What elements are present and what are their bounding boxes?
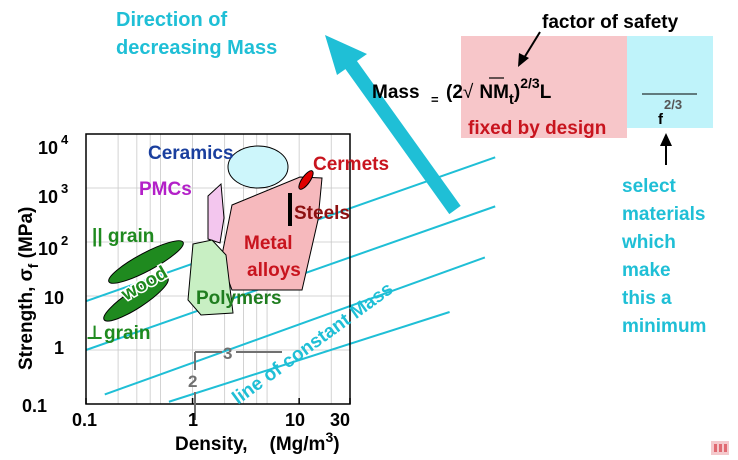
factor-of-safety-arrow bbox=[518, 31, 541, 67]
slope-triangle bbox=[194, 351, 282, 420]
steels-label: Steels bbox=[294, 203, 350, 224]
ceramics-label: Ceramics bbox=[148, 143, 234, 164]
x-axis-label: Density, (Mg/m3) bbox=[175, 429, 340, 455]
constant-mass-line bbox=[104, 256, 486, 396]
parallel-grain-label: || grain bbox=[92, 226, 154, 247]
wood-parallel-region bbox=[108, 240, 184, 284]
y-tick-labels: 0.1 1 10 10 2 10 3 10 4 bbox=[22, 132, 69, 416]
side-note-line: this a bbox=[622, 288, 672, 309]
side-note-line: select bbox=[622, 176, 677, 197]
y-axis-label: Strength, σf (MPa) bbox=[16, 207, 41, 370]
metal-alloys-label-line2: alloys bbox=[247, 260, 301, 281]
y-tick-label: 10 bbox=[38, 239, 58, 259]
x-tick-label: 1 bbox=[188, 410, 198, 430]
denominator-f: f bbox=[658, 111, 664, 128]
slope-rise-label: 2 bbox=[188, 372, 197, 391]
decreasing-mass-arrow bbox=[325, 35, 461, 215]
x-tick-labels: 0.1 1 10 30 bbox=[72, 410, 350, 430]
polymers-label: Polymers bbox=[196, 288, 282, 309]
steels-region bbox=[288, 193, 292, 226]
polymers-region bbox=[187, 239, 234, 316]
y-tick-label: 0.1 bbox=[22, 396, 47, 416]
formula-body: (2√ NMt)2/3L bbox=[446, 75, 552, 108]
fixed-by-design-box bbox=[461, 36, 627, 138]
fixed-by-design-label: fixed by design bbox=[468, 118, 606, 139]
side-note-line: make bbox=[622, 260, 671, 281]
constant-mass-line bbox=[168, 311, 450, 403]
x-tick-label: 10 bbox=[285, 410, 305, 430]
y-tick-exp: 4 bbox=[61, 132, 69, 147]
direction-label-line2: decreasing Mass bbox=[116, 37, 277, 59]
direction-label-line1: Direction of bbox=[116, 9, 227, 31]
y-tick-label: 10 bbox=[38, 187, 58, 207]
select-arrow bbox=[660, 133, 672, 165]
y-tick-exp: 3 bbox=[61, 181, 68, 196]
x-tick-label: 0.1 bbox=[72, 410, 97, 430]
perp-grain-label: grain bbox=[104, 323, 150, 344]
pmcs-region bbox=[207, 182, 225, 244]
y-tick-label: 10 bbox=[44, 288, 64, 308]
mass-formula: Mass bbox=[372, 82, 420, 103]
perp-grain-symbol: ⊥ bbox=[86, 323, 103, 344]
side-note: select materials which make this a minim… bbox=[621, 176, 706, 337]
side-note-line: minimum bbox=[622, 316, 706, 337]
x-tick-label: 30 bbox=[330, 410, 350, 430]
factor-of-safety-label: factor of safety bbox=[542, 12, 679, 33]
y-tick-label: 10 bbox=[38, 138, 58, 158]
corner-logo bbox=[711, 441, 729, 455]
side-note-line: materials bbox=[622, 204, 705, 225]
wood-perp-region bbox=[103, 276, 169, 322]
ceramics-region bbox=[227, 145, 289, 189]
formula-equals: = bbox=[431, 92, 439, 107]
y-tick-exp: 2 bbox=[61, 233, 68, 248]
metal-alloys-label-line1: Metal bbox=[244, 233, 293, 254]
slope-run-label: 3 bbox=[223, 344, 232, 363]
y-tick-label: 1 bbox=[54, 338, 64, 358]
side-note-line: which bbox=[621, 232, 676, 253]
denominator-exponent: 2/3 bbox=[664, 97, 682, 112]
material-regions bbox=[103, 145, 323, 322]
cermets-label: Cermets bbox=[313, 154, 389, 175]
pmcs-label: PMCs bbox=[139, 179, 192, 200]
cermets-region bbox=[298, 170, 314, 190]
select-box bbox=[627, 36, 713, 128]
plot-frame bbox=[85, 133, 351, 405]
